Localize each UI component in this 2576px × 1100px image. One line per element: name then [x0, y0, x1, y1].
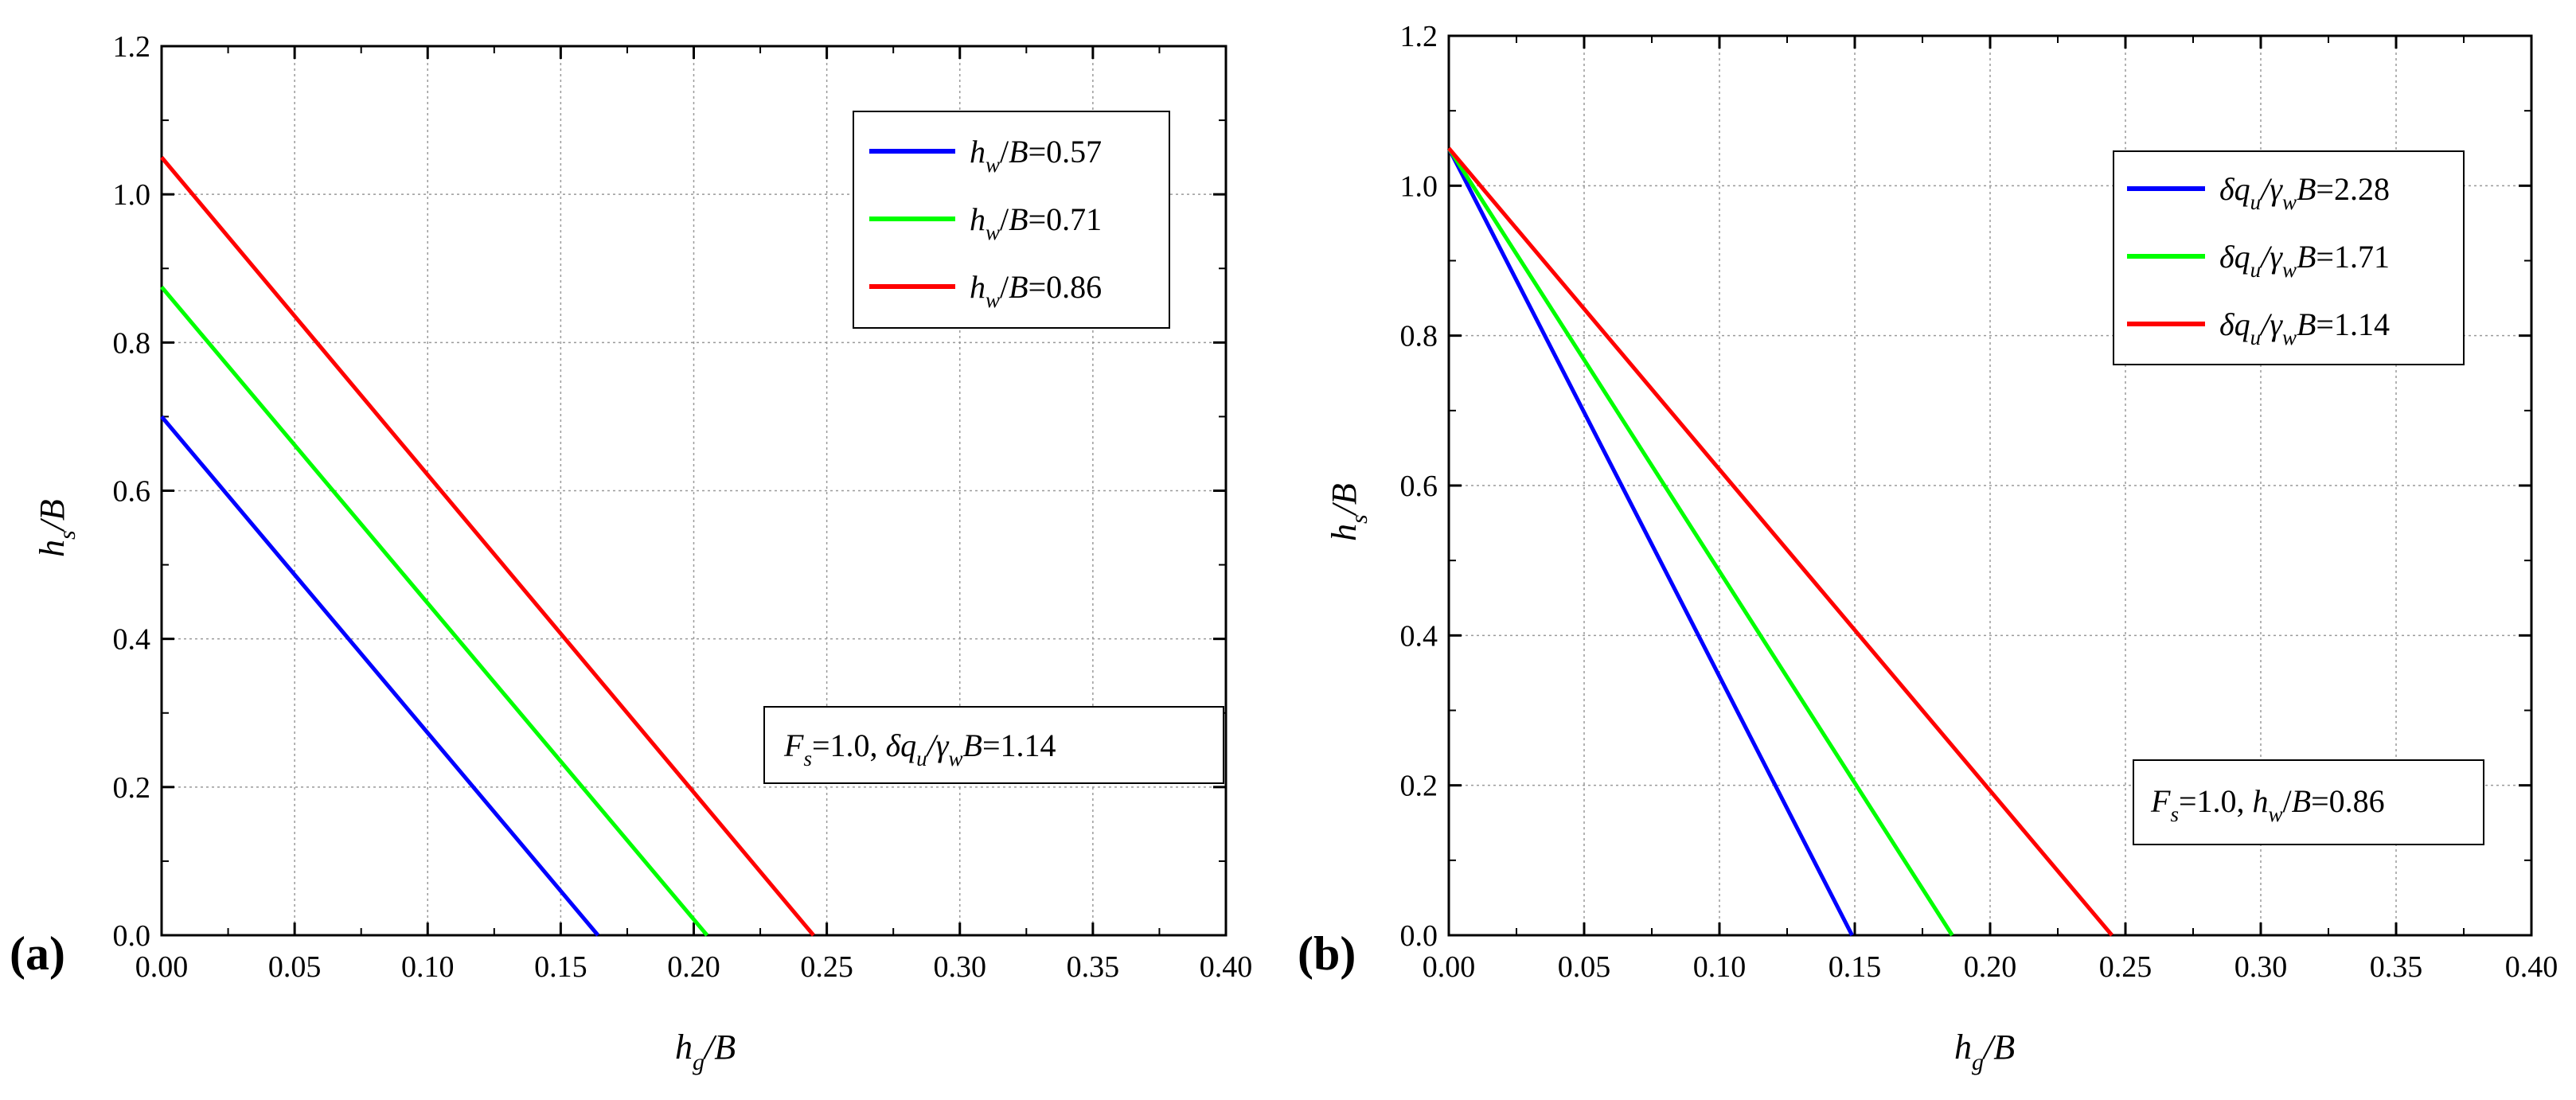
x-tick-label-b: 0.20 [1964, 950, 2017, 984]
legend-label-b-1: δqu/γwB=1.71 [2219, 239, 2390, 282]
ticks-a: 0.00 0.05 0.10 0.15 0.20 0.25 0.30 0.35 0.40 0.0 0… [113, 30, 1253, 984]
y-tick-label-a: 0.6 [113, 475, 151, 509]
annotation-box-a [763, 706, 1224, 784]
x-tick-label-a: 0.35 [1067, 950, 1120, 984]
series-line-b-2 [1447, 146, 2113, 937]
panel-label-b: (b) [1298, 927, 1356, 980]
series-line-b-0 [1446, 147, 1854, 937]
x-tick-label-a: 0.40 [1200, 950, 1253, 984]
x-tick-label-b: 0.15 [1829, 950, 1882, 984]
y-tick-label-a: 0.2 [113, 771, 151, 805]
x-tick-label-a: 0.20 [667, 950, 720, 984]
y-tick-label-b: 0.4 [1400, 619, 1438, 653]
legend-a: hw/B=0.57 hw/B=0.71 hw/B=0.86 [853, 111, 1170, 329]
x-tick-label-b: 0.10 [1693, 950, 1747, 984]
series-a [160, 156, 815, 937]
series-line-a-2 [160, 156, 815, 937]
annotation-b: Fs=1.0, hw/B=0.86 [2133, 759, 2484, 845]
y-tick-label-b: 1.2 [1400, 20, 1438, 53]
y-axis-label-a: hs/B [33, 499, 80, 557]
legend-b: δqu/γwB=2.28 δqu/γwB=1.71 δqu/γwB=1.14 [2113, 150, 2465, 365]
legend-label-a-1: hw/B=0.71 [970, 201, 1102, 244]
x-axis-label-a: hg/B [675, 1028, 736, 1075]
x-tick-label-a: 0.00 [135, 950, 189, 984]
legend-label-b-2: δqu/γwB=1.14 [2219, 306, 2390, 349]
annotation-box-b [2133, 759, 2484, 845]
x-tick-label-a: 0.10 [401, 950, 455, 984]
panel-label-a: (a) [10, 927, 65, 980]
y-tick-label-a: 1.0 [113, 178, 151, 212]
legend-label-a-0: hw/B=0.57 [970, 134, 1102, 177]
legend-label-a-2: hw/B=0.86 [970, 269, 1102, 312]
series-line-a-0 [160, 415, 600, 937]
annotation-text-b: Fs=1.0, hw/B=0.86 [2150, 783, 2385, 826]
x-tick-label-b: 0.35 [2370, 950, 2423, 984]
x-tick-label-b: 0.40 [2505, 950, 2558, 984]
y-tick-label-a: 0.0 [113, 919, 151, 953]
series-line-b-1 [1446, 146, 1954, 937]
y-tick-label-b: 1.0 [1400, 170, 1438, 203]
ticks-b: 0.00 0.05 0.10 0.15 0.20 0.25 0.30 0.35 0.40 0.0 0… [1400, 20, 2558, 984]
series-b [1446, 146, 2113, 937]
x-tick-label-a: 0.25 [800, 950, 853, 984]
series-line-a-1 [160, 285, 709, 937]
y-tick-label-b: 0.8 [1400, 320, 1438, 353]
x-axis-label-b: hg/B [1954, 1028, 2015, 1075]
panel-b: 0.00 0.05 0.10 0.15 0.20 0.25 0.30 0.35 0.40 0.0 0… [1298, 20, 2558, 1075]
x-tick-label-b: 0.25 [2099, 950, 2153, 984]
y-tick-label-b: 0.2 [1400, 770, 1438, 803]
y-tick-label-a: 0.8 [113, 326, 151, 360]
x-tick-label-a: 0.15 [534, 950, 587, 984]
x-tick-label-a: 0.30 [934, 950, 987, 984]
x-tick-label-b: 0.30 [2234, 950, 2288, 984]
panel-a: 0.00 0.05 0.10 0.15 0.20 0.25 0.30 0.35 0.40 0.0 0… [10, 30, 1252, 1075]
annotation-text-a: Fs=1.0, δqu/γwB=1.14 [783, 727, 1056, 770]
y-axis-label-b: hs/B [1325, 483, 1372, 541]
x-tick-label-b: 0.05 [1558, 950, 1611, 984]
x-tick-label-a: 0.05 [268, 950, 322, 984]
annotation-a: Fs=1.0, δqu/γwB=1.14 [763, 706, 1224, 784]
legend-label-b-0: δqu/γwB=2.28 [2219, 171, 2390, 214]
x-tick-label-b: 0.00 [1423, 950, 1476, 984]
grid-b [1449, 36, 2531, 935]
y-tick-label-a: 1.2 [113, 30, 151, 64]
y-tick-label-b: 0.0 [1400, 919, 1438, 953]
y-tick-label-a: 0.4 [113, 623, 151, 657]
y-tick-label-b: 0.6 [1400, 470, 1438, 503]
